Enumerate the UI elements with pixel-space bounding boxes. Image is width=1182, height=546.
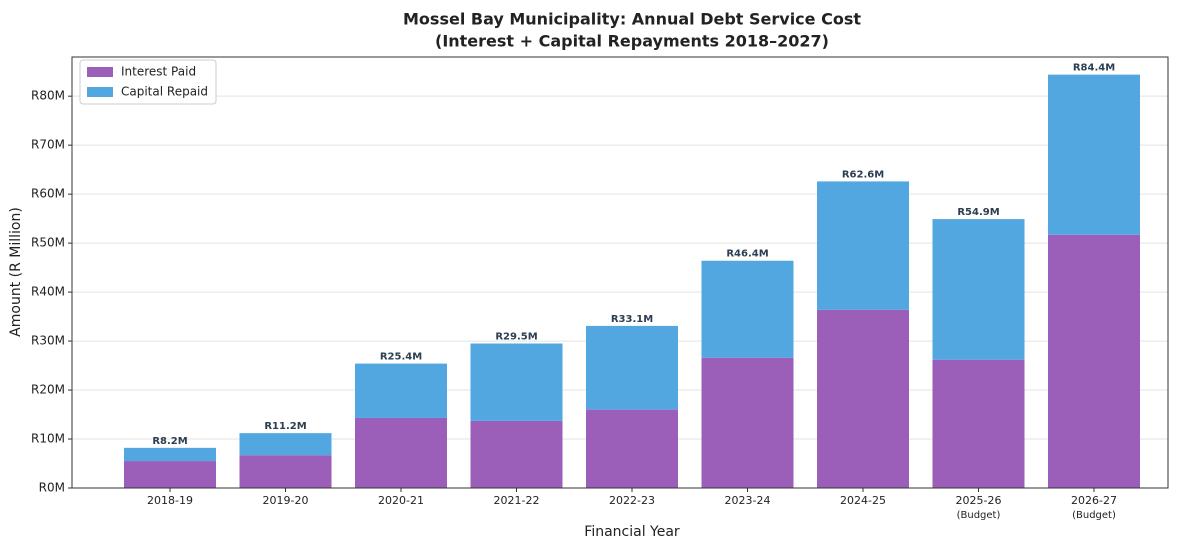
bar-segment xyxy=(124,461,216,488)
total-label: R33.1M xyxy=(611,314,653,325)
bar-segment xyxy=(355,417,447,488)
bar-segment xyxy=(817,309,909,488)
total-label: R46.4M xyxy=(726,249,768,260)
x-tick-note: (Budget) xyxy=(1072,510,1116,521)
bar-segment xyxy=(470,343,563,421)
total-label: R11.2M xyxy=(264,421,306,432)
x-tick-label: 2020-21 xyxy=(378,494,424,507)
x-tick-label: 2018-19 xyxy=(147,494,193,507)
y-tick-label: R20M xyxy=(31,383,65,397)
total-label: R54.9M xyxy=(957,207,999,218)
y-tick-label: R10M xyxy=(31,432,65,446)
y-tick-label: R70M xyxy=(31,138,65,152)
y-tick-label: R0M xyxy=(39,481,65,495)
chart-subtitle: (Interest + Capital Repayments 2018–2027… xyxy=(435,32,829,51)
y-tick-label: R60M xyxy=(31,187,65,201)
bar-segment xyxy=(586,409,678,488)
x-axis-label: Financial Year xyxy=(584,524,680,540)
plot-frame xyxy=(71,56,1169,489)
y-axis-label: Amount (R Million) xyxy=(8,207,24,337)
x-tick-label: 2024-25 xyxy=(840,494,886,507)
y-tick-label: R40M xyxy=(31,285,65,299)
x-tick-label: 2025-26 xyxy=(956,494,1002,507)
y-tick-label: R80M xyxy=(31,89,65,103)
x-tick-label: 2023-24 xyxy=(725,494,771,507)
legend-box xyxy=(79,59,217,105)
total-label: R62.6M xyxy=(842,169,884,180)
legend-swatch xyxy=(87,67,113,77)
x-tick-label: 2022-23 xyxy=(609,494,655,507)
legend-swatch xyxy=(87,87,113,97)
bar-segment xyxy=(239,455,332,488)
y-tick-label: R50M xyxy=(31,236,65,250)
bar-segment xyxy=(1048,74,1140,235)
total-label: R8.2M xyxy=(152,436,187,447)
total-label: R29.5M xyxy=(495,332,537,343)
bar-segment xyxy=(586,325,678,410)
x-tick-label: 2026-27 xyxy=(1071,494,1117,507)
bar-segment xyxy=(124,447,216,462)
bar-segment xyxy=(817,181,909,310)
x-tick-label: 2019-20 xyxy=(263,494,309,507)
bar-segment xyxy=(701,260,794,358)
bar-segment xyxy=(701,357,794,488)
x-tick-note: (Budget) xyxy=(957,510,1001,521)
bar-segment xyxy=(239,433,332,456)
legend-label: Interest Paid xyxy=(121,65,196,79)
legend-label: Capital Repaid xyxy=(121,85,208,99)
bar-segment xyxy=(932,219,1025,360)
y-tick-label: R30M xyxy=(31,334,65,348)
total-label: R25.4M xyxy=(380,352,422,363)
bar-segment xyxy=(355,363,447,418)
bar-segment xyxy=(1048,234,1140,488)
bar-segment xyxy=(932,359,1025,488)
total-label: R84.4M xyxy=(1073,63,1115,74)
chart-title: Mossel Bay Municipality: Annual Debt Ser… xyxy=(403,10,861,29)
x-tick-label: 2021-22 xyxy=(494,494,540,507)
bar-segment xyxy=(470,420,563,488)
